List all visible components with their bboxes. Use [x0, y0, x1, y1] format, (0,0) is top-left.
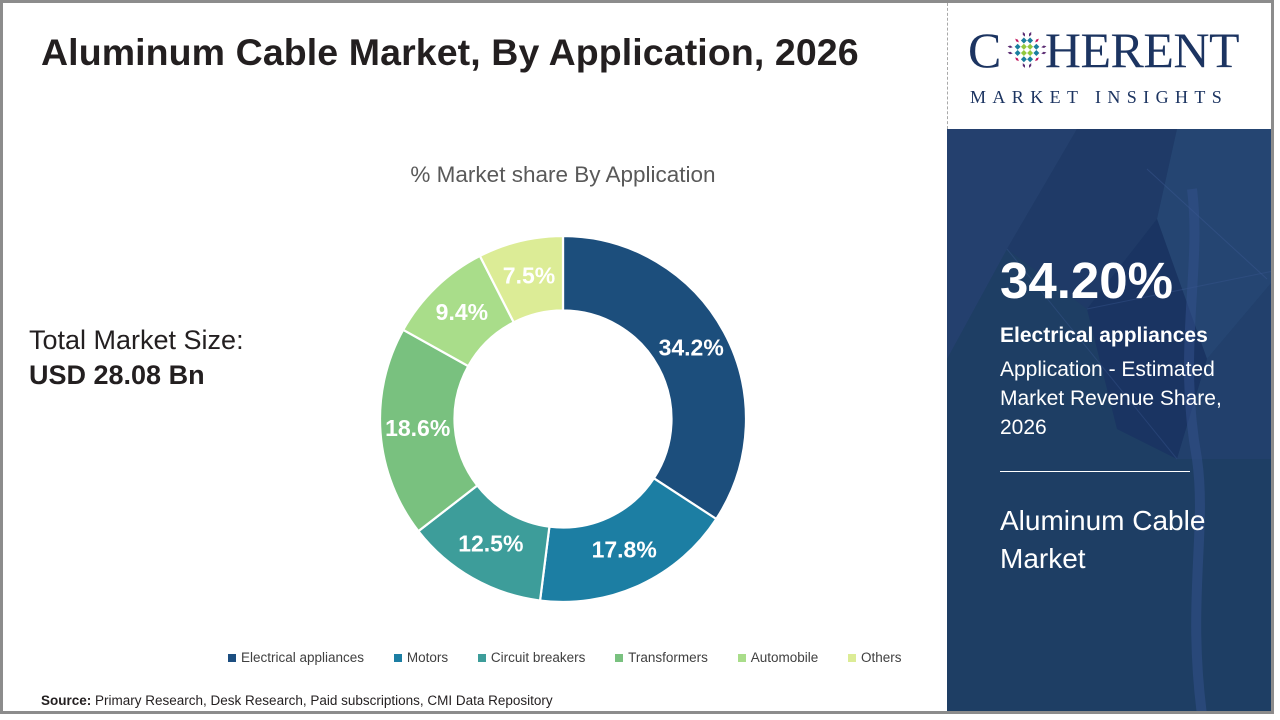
- svg-text:18.6%: 18.6%: [385, 415, 450, 441]
- svg-text:17.8%: 17.8%: [592, 536, 657, 562]
- svg-text:9.4%: 9.4%: [436, 299, 488, 325]
- svg-text:12.5%: 12.5%: [458, 531, 523, 557]
- svg-text:7.5%: 7.5%: [503, 262, 555, 288]
- svg-text:34.2%: 34.2%: [659, 335, 724, 361]
